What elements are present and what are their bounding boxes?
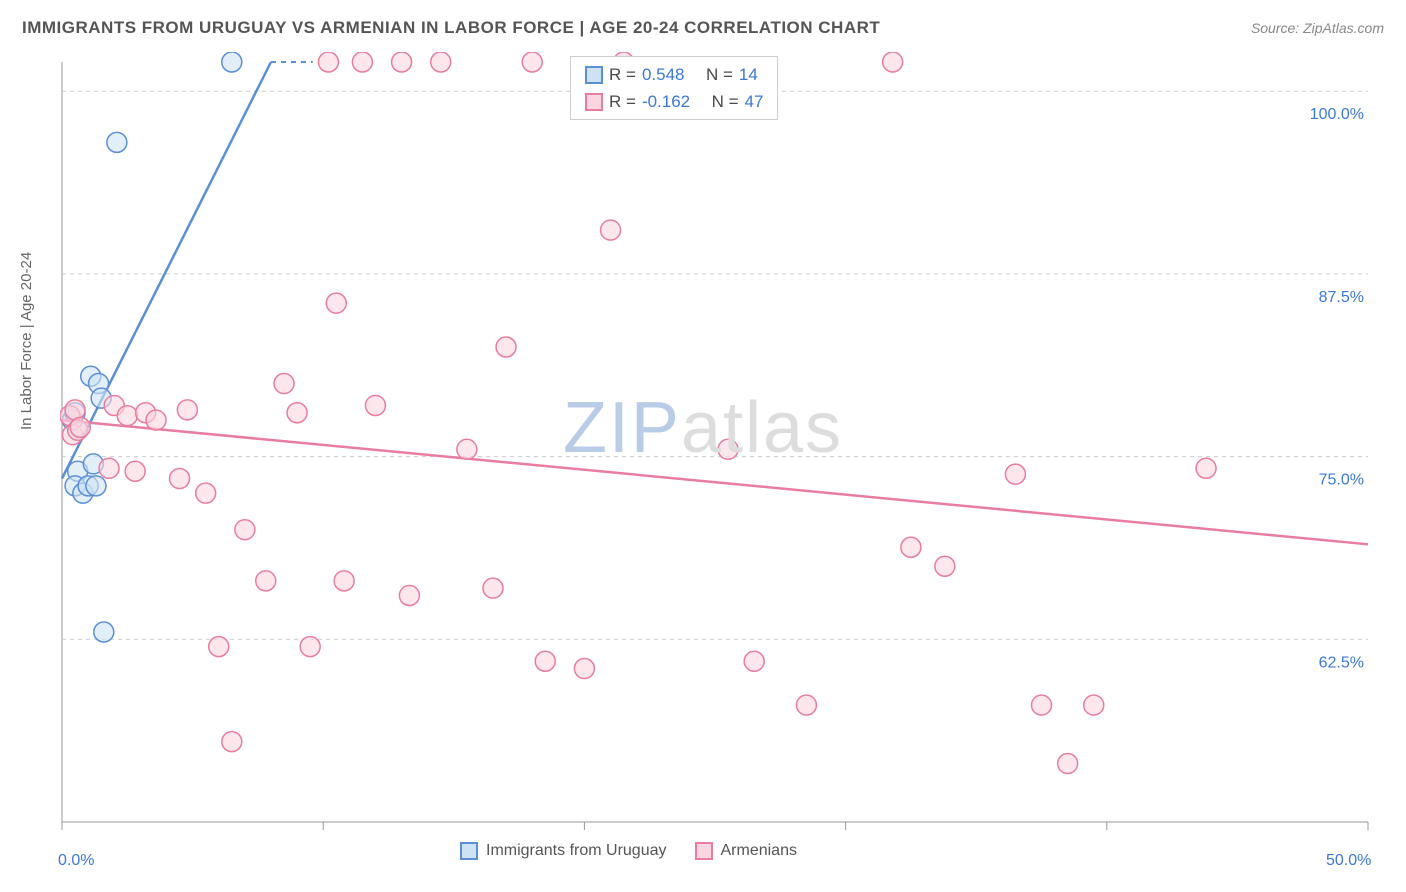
- n-label: N =: [706, 61, 733, 88]
- data-point: [222, 52, 242, 72]
- data-point: [235, 520, 255, 540]
- data-point: [1032, 695, 1052, 715]
- y-tick-label: 75.0%: [1319, 472, 1364, 489]
- swatch-blue-icon: [460, 842, 478, 860]
- data-point: [287, 403, 307, 423]
- data-point: [365, 395, 385, 415]
- data-point: [522, 52, 542, 72]
- data-point: [326, 293, 346, 313]
- data-point: [86, 476, 106, 496]
- chart-container: 62.5% 75.0% 87.5% 100.0%: [60, 52, 1370, 852]
- data-point: [318, 52, 338, 72]
- data-point: [744, 651, 764, 671]
- data-point: [300, 637, 320, 657]
- data-point: [1058, 754, 1078, 774]
- x-tick-label-1: 50.0%: [1326, 852, 1371, 870]
- data-point: [107, 132, 127, 152]
- n-value-armenians: 47: [745, 88, 764, 115]
- swatch-pink-icon: [695, 842, 713, 860]
- x-tick-label-0: 0.0%: [58, 852, 94, 870]
- data-point: [196, 483, 216, 503]
- data-point: [483, 578, 503, 598]
- r-value-armenians: -0.162: [642, 88, 690, 115]
- data-point: [431, 52, 451, 72]
- data-point: [209, 637, 229, 657]
- regression-line: [62, 420, 1368, 544]
- correlation-legend: R = 0.548 N = 14 R = -0.162 N = 47: [570, 56, 778, 120]
- data-point: [94, 622, 114, 642]
- correlation-row-armenians: R = -0.162 N = 47: [585, 88, 763, 115]
- y-tick-label: 100.0%: [1310, 106, 1364, 123]
- data-point: [99, 458, 119, 478]
- data-point: [256, 571, 276, 591]
- chart-header: IMMIGRANTS FROM URUGUAY VS ARMENIAN IN L…: [0, 0, 1406, 46]
- legend-label-armenians: Armenians: [721, 842, 797, 860]
- y-tick-label: 62.5%: [1319, 654, 1364, 671]
- correlation-row-uruguay: R = 0.548 N = 14: [585, 61, 763, 88]
- data-point: [935, 556, 955, 576]
- data-point: [125, 461, 145, 481]
- y-tick-label: 87.5%: [1319, 289, 1364, 306]
- data-point: [399, 585, 419, 605]
- data-point: [796, 695, 816, 715]
- data-point: [457, 439, 477, 459]
- data-point: [718, 439, 738, 459]
- swatch-blue-icon: [585, 66, 603, 84]
- data-point: [334, 571, 354, 591]
- r-value-uruguay: 0.548: [642, 61, 685, 88]
- data-point: [1196, 458, 1216, 478]
- regression-line: [62, 62, 271, 479]
- data-point: [392, 52, 412, 72]
- legend-label-uruguay: Immigrants from Uruguay: [486, 842, 667, 860]
- legend-item-uruguay: Immigrants from Uruguay: [460, 842, 667, 860]
- chart-title: IMMIGRANTS FROM URUGUAY VS ARMENIAN IN L…: [22, 18, 880, 38]
- y-axis-label: In Labor Force | Age 20-24: [18, 252, 35, 430]
- data-point: [146, 410, 166, 430]
- data-point: [601, 220, 621, 240]
- data-point: [535, 651, 555, 671]
- data-point: [170, 469, 190, 489]
- data-point: [352, 52, 372, 72]
- data-point: [70, 417, 90, 437]
- legend-item-armenians: Armenians: [695, 842, 797, 860]
- data-point: [883, 52, 903, 72]
- scatter-chart: 62.5% 75.0% 87.5% 100.0%: [60, 52, 1370, 832]
- swatch-pink-icon: [585, 93, 603, 111]
- series-legend: Immigrants from Uruguay Armenians: [460, 842, 797, 860]
- data-point: [117, 406, 137, 426]
- data-point: [177, 400, 197, 420]
- data-point: [274, 374, 294, 394]
- data-point: [496, 337, 516, 357]
- r-label: R =: [609, 88, 636, 115]
- data-point: [222, 732, 242, 752]
- n-label: N =: [712, 88, 739, 115]
- data-point: [1084, 695, 1104, 715]
- data-point: [574, 659, 594, 679]
- n-value-uruguay: 14: [739, 61, 758, 88]
- data-point: [1005, 464, 1025, 484]
- r-label: R =: [609, 61, 636, 88]
- chart-source: Source: ZipAtlas.com: [1251, 20, 1384, 36]
- data-point: [901, 537, 921, 557]
